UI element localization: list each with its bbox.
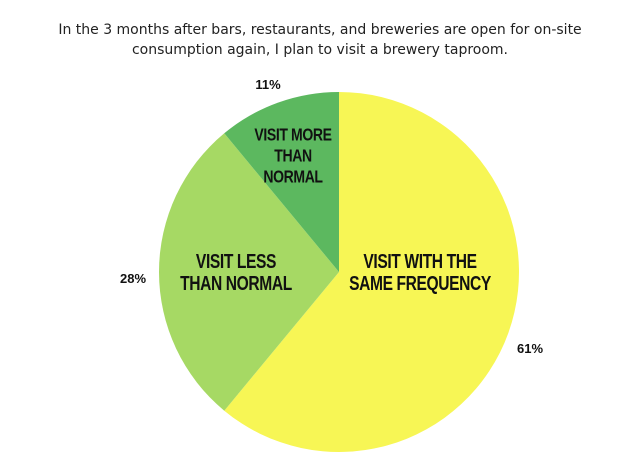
chart-title-line-1: In the 3 months after bars, restaurants,…	[58, 22, 582, 38]
slice-label-2-line-1: VISIT LESS	[196, 250, 277, 272]
pie-slice-2	[159, 133, 339, 411]
chart-title-line-2: consumption again, I plan to visit a bre…	[131, 42, 509, 58]
pie-slice-3	[224, 92, 339, 272]
value-label-2: 28%	[120, 271, 146, 286]
chart-title: In the 3 months after bars, restaurants,…	[40, 20, 600, 60]
value-label-3: 11%	[255, 77, 281, 92]
slice-label-1-line-2: SAME FREQUENCY	[349, 272, 491, 294]
slice-label-2-line-2: THAN NORMAL	[180, 272, 292, 294]
slice-label-3-line-1: VISIT MORE	[254, 125, 332, 145]
slice-label-1: VISIT WITH THE SAME FREQUENCY	[349, 250, 491, 294]
value-label-1: 61%	[517, 341, 543, 356]
slice-label-1-line-1: VISIT WITH THE	[363, 250, 477, 272]
slice-label-3: VISIT MORE THAN NORMAL	[254, 125, 332, 187]
slice-label-3-line-2: THAN	[274, 146, 311, 166]
pie-slice-1	[224, 92, 520, 452]
slice-label-3-line-3: NORMAL	[263, 167, 323, 187]
slice-label-2: VISIT LESS THAN NORMAL	[180, 250, 292, 294]
